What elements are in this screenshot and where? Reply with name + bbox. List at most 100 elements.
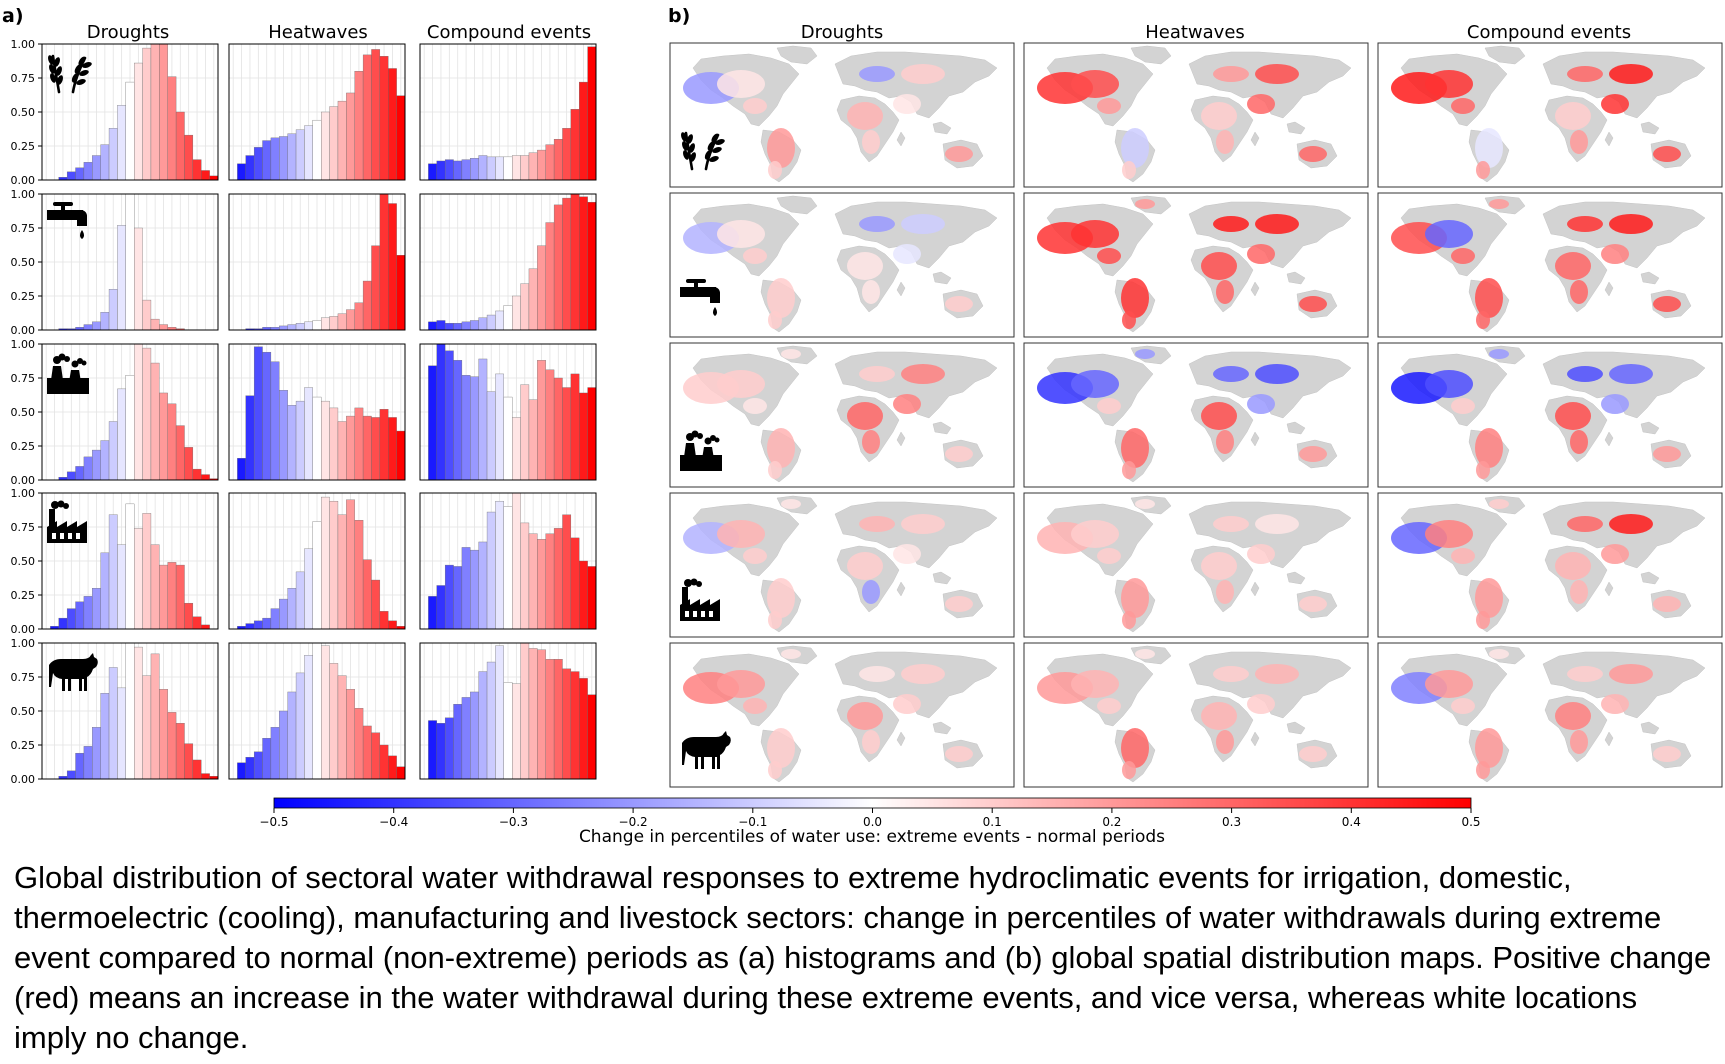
histogram-bar	[337, 100, 347, 181]
histogram-frame	[228, 492, 406, 630]
histogram-panel-livestock-0: 0.00 0.25 0.50 0.75 1.00	[11, 637, 219, 786]
histogram-bar	[108, 667, 118, 780]
histogram-bar	[92, 727, 101, 780]
map-change-patch	[1609, 214, 1653, 234]
map-change-patch	[1255, 364, 1299, 384]
histogram-bar	[388, 755, 397, 780]
map-change-patch	[1451, 698, 1475, 714]
histogram-bar	[379, 744, 389, 780]
map-change-patch	[1476, 161, 1490, 179]
histogram-bar	[245, 623, 255, 630]
land-mass	[1604, 581, 1614, 597]
map-change-patch	[1451, 548, 1475, 564]
histogram-bar	[362, 725, 372, 780]
histogram-bar	[528, 399, 538, 481]
map-change-patch	[1475, 578, 1503, 618]
histogram-bar	[362, 415, 372, 481]
map-change-patch	[1425, 520, 1473, 548]
y-tick-label: 0.00	[11, 474, 36, 487]
land-mass	[932, 721, 952, 735]
histogram-bar	[312, 396, 322, 481]
map-change-patch	[1201, 102, 1237, 130]
map-change-patch	[1216, 580, 1234, 604]
histogram-bar	[83, 162, 93, 181]
histogram-bar	[478, 671, 488, 780]
histogram-bar	[512, 417, 521, 481]
histogram-bar	[528, 152, 538, 181]
histogram-bar	[470, 549, 479, 630]
map-change-patch	[1425, 370, 1473, 398]
land-mass	[1250, 131, 1260, 147]
histogram-bar	[371, 49, 381, 181]
histogram-bar	[329, 663, 339, 780]
histogram-bar	[512, 155, 521, 181]
histogram-bar	[478, 317, 488, 331]
histogram-panel-domestic-1	[228, 193, 406, 331]
map-grid	[669, 42, 1723, 788]
map-change-patch	[1451, 398, 1475, 414]
histogram-bar	[150, 362, 160, 481]
histogram-bar	[537, 149, 546, 181]
histogram-bar	[237, 163, 246, 181]
histogram-bar	[108, 421, 118, 481]
histogram-bar	[346, 689, 355, 780]
map-panel-irrigation-1	[1023, 42, 1369, 188]
histogram-panel-livestock-2	[419, 642, 597, 780]
histogram-bar	[545, 369, 555, 481]
map-change-patch	[743, 398, 767, 414]
histogram-bar	[461, 375, 471, 481]
histogram-bar	[175, 111, 185, 181]
map-change-patch	[1216, 730, 1234, 754]
map-change-patch	[847, 702, 883, 730]
map-change-patch	[1247, 544, 1275, 564]
map-change-patch	[1121, 728, 1149, 768]
land-mass	[896, 131, 906, 147]
map-change-patch	[945, 746, 973, 762]
map-change-patch	[768, 311, 782, 329]
histogram-bar	[66, 171, 76, 181]
colorbar-tick-label: 0.1	[983, 815, 1002, 829]
histogram-bar	[262, 738, 272, 780]
y-tick-label: 0.50	[11, 406, 36, 419]
histogram-bar	[379, 56, 389, 181]
histogram-grid: 0.000.250.500.751.00 0.000.250.500.751.00…	[11, 38, 597, 786]
y-tick-label: 0.25	[11, 140, 36, 153]
histogram-panel-livestock-1	[228, 642, 406, 780]
histogram-panel-irrigation-1	[228, 43, 406, 181]
histogram-bar	[537, 539, 546, 630]
y-tick-label: 0.75	[11, 521, 36, 534]
histogram-bar	[279, 136, 288, 181]
map-change-patch	[1097, 398, 1121, 414]
histogram-panel-domestic-0: 0.00 0.25 0.50 0.75 1.00	[11, 188, 219, 337]
map-change-patch	[1299, 146, 1327, 162]
map-change-patch	[859, 666, 895, 682]
map-change-patch	[901, 64, 945, 84]
map-change-patch	[1555, 702, 1591, 730]
map-change-patch	[717, 670, 765, 698]
histogram-bar	[486, 661, 496, 780]
map-change-patch	[1555, 402, 1591, 430]
histogram-bar	[512, 492, 521, 630]
histogram-bar	[201, 474, 210, 481]
histogram-bar	[329, 500, 339, 630]
histogram-bar	[587, 566, 597, 630]
histogram-panel-manufacturing-2	[419, 492, 597, 630]
map-change-patch	[1567, 66, 1603, 82]
histogram-bar	[329, 316, 339, 331]
histogram-bar	[362, 280, 372, 331]
histogram-bar	[388, 620, 397, 630]
histogram-bar	[354, 71, 364, 181]
map-change-patch	[1653, 596, 1681, 612]
histogram-bar	[436, 585, 446, 630]
histogram-bar	[192, 159, 202, 181]
map-panel-livestock-1	[1023, 642, 1369, 788]
histogram-bar	[75, 466, 85, 481]
histogram-bar	[83, 456, 93, 481]
histogram-bar	[436, 160, 446, 181]
histogram-bar	[134, 227, 143, 331]
histogram-bar	[545, 533, 555, 630]
histogram-bar	[83, 596, 93, 630]
y-tick-label: 0.75	[11, 222, 36, 235]
land-mass	[932, 121, 952, 135]
figure: a) b) Droughts Heatwaves Compound events…	[2, 5, 1723, 847]
